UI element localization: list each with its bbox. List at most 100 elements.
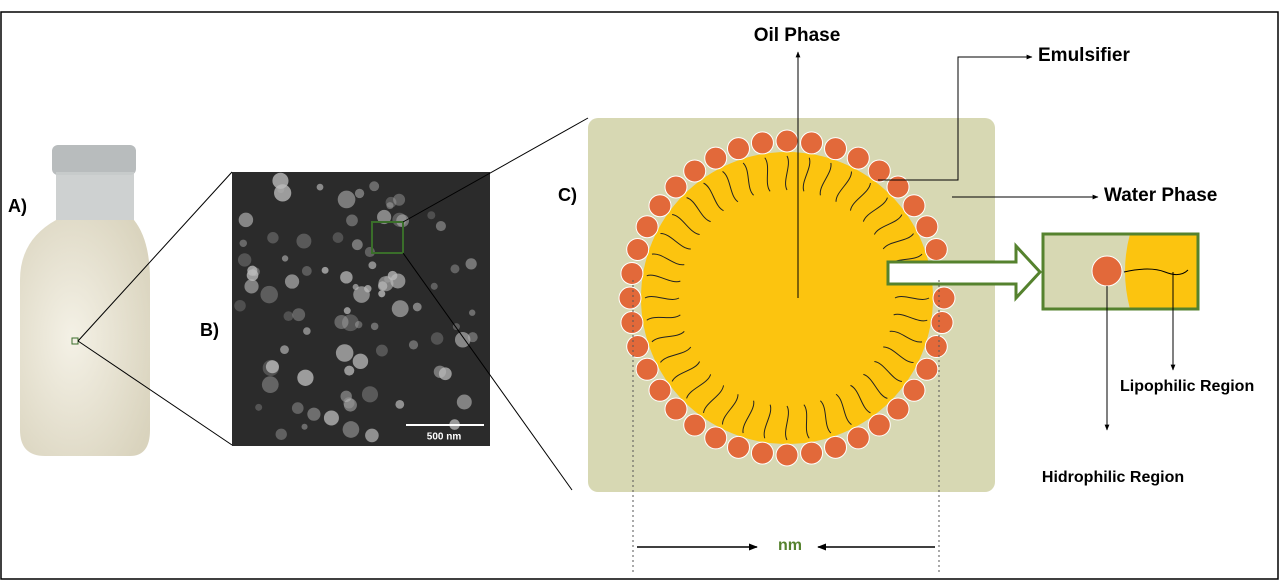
tail (882, 233, 914, 250)
particle (354, 188, 365, 199)
oil-droplet (641, 152, 933, 444)
head (664, 397, 688, 421)
frame (0, 11, 1279, 580)
particle (369, 181, 380, 192)
particle (435, 220, 446, 232)
tail (889, 330, 923, 343)
head (800, 441, 824, 465)
tail (703, 385, 725, 414)
tail (644, 296, 680, 300)
particle (395, 399, 405, 409)
tail (722, 394, 739, 425)
particle (375, 344, 388, 357)
particle (260, 285, 278, 304)
particle (353, 286, 370, 303)
particle (468, 309, 476, 316)
particle (303, 327, 311, 335)
oil-phase-label: Oil Phase (754, 25, 841, 46)
head (626, 335, 650, 359)
tail (646, 314, 681, 321)
particle (239, 239, 247, 248)
particle (261, 376, 279, 394)
head (648, 194, 672, 218)
particle (274, 184, 292, 202)
tail (651, 330, 685, 343)
particle (467, 332, 478, 343)
head (704, 146, 728, 170)
particle (430, 282, 438, 290)
zoom-line (402, 252, 573, 491)
particle (321, 266, 329, 274)
head (915, 357, 939, 381)
head (902, 194, 926, 218)
zoom-line (77, 171, 233, 342)
head (683, 413, 707, 437)
particle (427, 211, 436, 220)
head (924, 335, 948, 359)
tail (883, 346, 914, 363)
particle (301, 266, 312, 276)
particle (244, 279, 259, 294)
tail (863, 373, 888, 399)
tail (803, 404, 810, 439)
head (626, 237, 650, 261)
particle (307, 407, 321, 421)
particle (337, 190, 356, 209)
head (867, 159, 891, 183)
tail (764, 157, 771, 192)
particle (370, 322, 379, 331)
zoom-arrow (886, 242, 1043, 302)
head (618, 286, 642, 310)
zoom-box (371, 221, 404, 254)
inset (1041, 232, 1200, 311)
head (648, 378, 672, 402)
particle (272, 172, 289, 189)
zoom-line (77, 340, 233, 446)
particle (343, 398, 357, 412)
particle (284, 274, 300, 289)
tail (660, 233, 691, 250)
head (824, 137, 848, 161)
tail (763, 404, 772, 439)
particle (343, 307, 351, 315)
head (886, 175, 910, 199)
particle (346, 214, 358, 227)
particle (275, 428, 287, 440)
particle (408, 340, 419, 350)
tail (849, 182, 871, 211)
head (750, 131, 774, 155)
head (620, 261, 644, 285)
particle (247, 265, 258, 276)
particle (385, 196, 397, 208)
tail (671, 214, 700, 236)
particle (265, 360, 279, 374)
particle (392, 212, 407, 227)
tail (850, 384, 871, 414)
water-phase-label: Water Phase (1104, 185, 1217, 206)
head (635, 215, 659, 239)
tail (785, 155, 789, 191)
tail (651, 253, 685, 266)
head (750, 441, 774, 465)
head (924, 237, 948, 261)
particle (234, 299, 246, 312)
particle (386, 202, 394, 210)
head (635, 357, 659, 381)
particle (343, 397, 355, 409)
particle (267, 232, 279, 244)
particle (301, 423, 308, 430)
tail (893, 313, 928, 322)
particle (430, 332, 444, 345)
head (846, 426, 870, 450)
particle (237, 253, 252, 267)
particle (255, 403, 263, 411)
tail (660, 346, 692, 363)
particle (342, 421, 360, 438)
particle (454, 332, 471, 348)
particle (393, 193, 406, 206)
particle (340, 271, 353, 284)
emulsifier-shell (618, 129, 956, 467)
particle (292, 308, 306, 322)
bottle (20, 145, 150, 456)
